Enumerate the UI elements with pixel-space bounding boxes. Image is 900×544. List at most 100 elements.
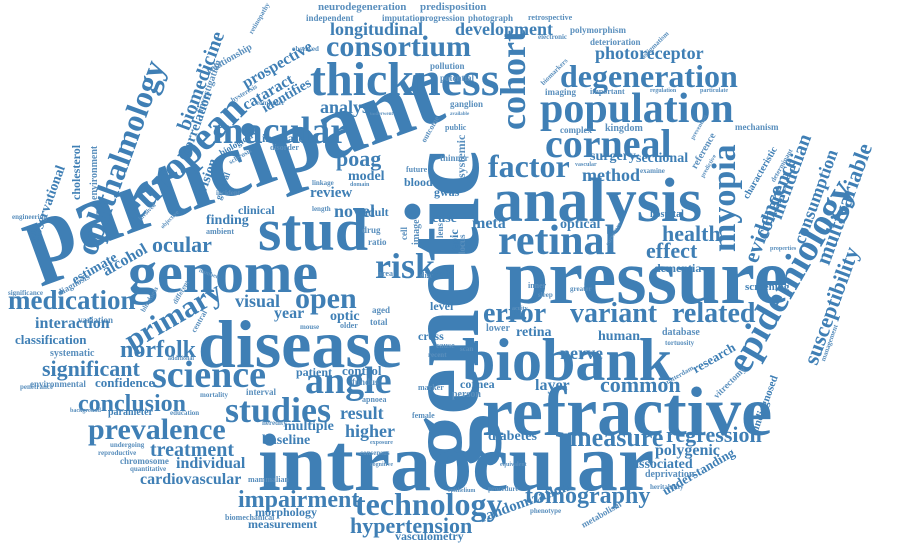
word-tomography: tomography <box>525 483 651 509</box>
word-sleep: sleep <box>538 291 553 299</box>
word-corneal: corneal <box>545 121 672 166</box>
word-pressure: pressure <box>505 233 789 320</box>
word-impairment: impairment <box>238 487 360 513</box>
word-examine: examine <box>640 167 665 175</box>
word-pollution: pollution <box>430 61 465 71</box>
word-population: population <box>540 86 734 132</box>
word-cardiovascular: cardiovascular <box>140 471 242 488</box>
word-sectional: sectional <box>636 151 689 166</box>
word-confidence: confidence <box>95 375 155 390</box>
word-related: related <box>672 298 756 329</box>
word-available: available <box>450 112 470 117</box>
word-retinopathy: retinopathy <box>247 1 272 36</box>
word-prevalence: prevalence <box>88 413 226 446</box>
word-kingdom: kingdom <box>605 123 643 134</box>
word-result: result <box>340 403 384 423</box>
word-degeneration: degeneration <box>560 58 738 94</box>
word-common: common <box>600 372 681 397</box>
word-imaging: imaging <box>545 87 577 97</box>
word-public: public <box>445 123 467 132</box>
word-stud: stud <box>258 197 369 263</box>
word-area: area <box>378 269 393 278</box>
word-lower: lower <box>486 323 510 334</box>
word-individual: individual <box>176 455 246 472</box>
word-novel: novel <box>334 201 376 221</box>
word-macular: macular <box>212 110 348 152</box>
word-cholesterol: cholesterol <box>69 144 83 200</box>
word-retina: retina <box>516 325 552 340</box>
word-length: length <box>312 205 331 213</box>
word-biomechanical: biomechanical <box>225 513 275 522</box>
word-variant: variant <box>570 298 658 329</box>
word-regulation: regulation <box>650 88 677 94</box>
word-penetrance: penetrance <box>20 383 54 391</box>
word-fundus: fundus <box>352 377 379 387</box>
word-model: model <box>348 169 385 184</box>
word-parameter: parameter <box>108 407 153 418</box>
word-ocular: ocular <box>152 232 212 257</box>
word-vascular: vascular <box>575 162 597 168</box>
word-marker: marker <box>418 383 444 392</box>
word-screening: screening <box>745 281 790 293</box>
word-database: database <box>662 327 700 338</box>
word-longitudinal: longitudinal <box>330 19 424 39</box>
word-predisposition: predisposition <box>420 1 487 13</box>
word-person: person <box>452 389 481 400</box>
word-trait: trait <box>430 267 453 281</box>
word-important: important <box>590 87 625 96</box>
word-human: human <box>598 329 641 344</box>
word-ratio: ratio <box>368 237 387 247</box>
word-studies: studies <box>225 390 332 430</box>
word-older: older <box>340 321 358 330</box>
word-error: error <box>483 298 547 329</box>
word-intraocular: intraocular <box>258 417 655 508</box>
word-cell: cell <box>399 227 409 240</box>
word-surgery: surgery <box>590 149 636 164</box>
word-polymorphism: polymorphism <box>570 25 627 35</box>
word-measurement: measurement <box>248 517 318 531</box>
word-regression: regression <box>666 422 762 447</box>
word-undergoing: undergoing <box>110 441 145 449</box>
word-observed: observed <box>292 45 319 53</box>
word-consortium: consortium <box>326 30 471 63</box>
word-reproductive: reproductive <box>98 449 137 457</box>
word-biobank: biobank <box>462 327 673 393</box>
word-interval: interval <box>246 387 276 397</box>
word-development: development <box>455 19 553 39</box>
word-electronic: electronic <box>538 33 568 41</box>
word-analysis: analysis <box>492 167 703 235</box>
word-deterioration: deterioration <box>590 37 641 47</box>
word-method: method <box>582 165 640 185</box>
word-risk: risk <box>375 246 436 286</box>
word-engineering: engineering <box>12 213 47 221</box>
word-increase: increase <box>262 131 304 145</box>
word-clinical: clinical <box>238 203 275 217</box>
word-recent: recent <box>428 351 447 359</box>
word-vasculometry: vasculometry <box>395 529 464 543</box>
word-baseline: baseline <box>262 433 311 448</box>
word-drug: drug <box>362 225 381 235</box>
word-cognitive: cognitive <box>370 462 393 468</box>
word-significant: significant <box>42 356 140 381</box>
word-effect: effect <box>646 238 698 263</box>
word-disc: disc <box>420 271 434 280</box>
word-treatment: treatment <box>150 439 235 461</box>
word-mortality: mortality <box>200 391 228 399</box>
word-thinner: thinner <box>440 153 469 163</box>
word-acuity: acuity <box>512 306 528 312</box>
word-particulate: particulate <box>700 88 728 94</box>
word-systemic: systemic <box>454 134 468 178</box>
word-lens: lens <box>435 222 445 238</box>
word-independent: independent <box>306 13 354 23</box>
word-progression: progression <box>420 13 465 23</box>
word-quantitative: quantitative <box>130 465 167 473</box>
word-gwas: gwas <box>434 185 460 199</box>
word-underwent: underwent <box>370 112 394 117</box>
word-genome: genome <box>128 240 319 305</box>
word-nerve: nerve <box>560 343 603 363</box>
word-health: health <box>662 221 721 246</box>
word-analyse: analyse <box>320 97 378 117</box>
word-background: background <box>70 408 101 414</box>
word-blood: blood <box>404 175 433 189</box>
